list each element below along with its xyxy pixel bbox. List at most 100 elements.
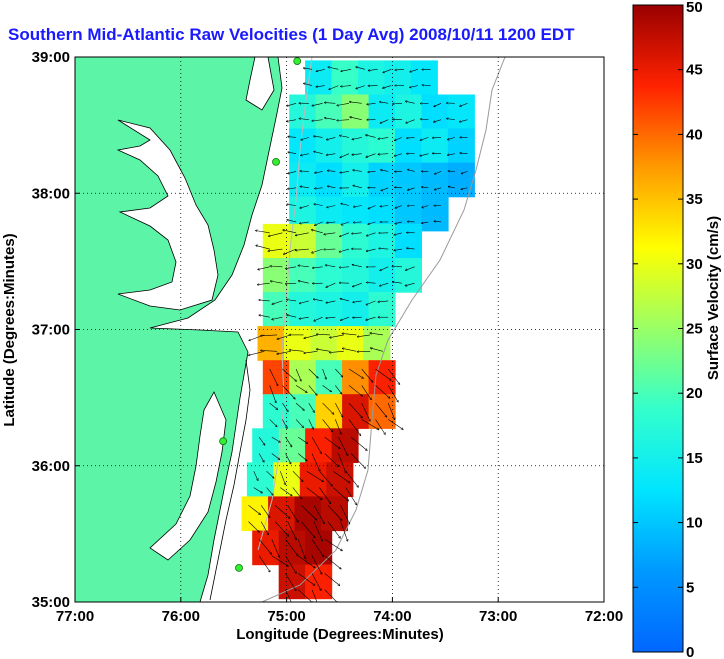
colorbar-tick-label: 20 — [686, 385, 703, 402]
velocity-vector — [335, 385, 342, 394]
radar-station-marker — [293, 57, 302, 65]
velocity-vector — [410, 69, 418, 72]
velocity-vector — [459, 119, 468, 122]
velocity-vector — [295, 232, 309, 236]
velocity-vector — [342, 333, 357, 336]
speed-cell — [421, 196, 449, 232]
velocity-vector — [324, 436, 341, 449]
velocity-vector — [324, 232, 336, 235]
velocity-vector — [272, 300, 283, 304]
chesapeake-bay — [116, 119, 219, 311]
velocity-vector — [253, 471, 258, 480]
speed-cell — [395, 223, 422, 259]
velocity-vector — [319, 471, 332, 486]
speed-cell — [368, 128, 396, 164]
velocity-vector — [301, 521, 315, 538]
x-tick-label: 77:00 — [56, 608, 94, 625]
speed-cell — [368, 360, 396, 395]
speed-cell — [331, 60, 359, 96]
speed-cell — [262, 360, 290, 395]
velocity-vector — [361, 368, 373, 382]
speed-cell — [326, 462, 354, 497]
velocity-vector — [271, 539, 280, 557]
plot-area — [74, 56, 605, 603]
velocity-vector — [297, 589, 313, 602]
velocity-vector — [421, 187, 429, 188]
velocity-vector — [287, 103, 297, 106]
velocity-vector — [253, 487, 263, 493]
speed-cell — [342, 258, 370, 293]
velocity-vector — [387, 368, 400, 385]
velocity-vector — [434, 103, 442, 106]
velocity-vector — [312, 103, 323, 106]
velocity-vector — [266, 487, 274, 496]
velocity-vector — [378, 154, 389, 155]
velocity-vector — [366, 248, 376, 251]
velocity-vector — [312, 248, 323, 253]
velocity-vector — [285, 555, 297, 574]
velocity-vector — [361, 402, 371, 421]
speed-cell — [315, 162, 343, 198]
velocity-vector — [259, 300, 270, 301]
speed-cell — [421, 94, 449, 130]
velocity-vector — [308, 402, 315, 412]
radar-station-marker — [235, 564, 243, 572]
speed-cell — [395, 258, 422, 293]
velocity-vector — [299, 221, 309, 224]
velocity-vector — [313, 299, 323, 302]
speed-cell — [262, 394, 290, 429]
velocity-vector — [285, 436, 292, 447]
x-axis-ticks: 77:00 76:00 75:00 74:00 73:00 72:00 — [56, 597, 623, 625]
x-tick-label: 74:00 — [373, 608, 411, 625]
colorbar-tick-label: 45 — [686, 62, 703, 79]
velocity-vector — [260, 505, 270, 517]
velocity-vector — [282, 368, 296, 381]
velocity-vector — [324, 573, 340, 585]
velocity-vector — [312, 266, 323, 268]
velocity-vector — [287, 505, 299, 522]
velocity-vector — [288, 137, 297, 138]
speed-cell — [410, 60, 438, 96]
velocity-vector — [295, 402, 304, 410]
velocity-vector — [266, 470, 275, 478]
velocity-vector — [301, 137, 309, 140]
y-tick-label: 36:00 — [32, 458, 70, 475]
speed-cell — [447, 94, 475, 130]
velocity-vector — [257, 282, 270, 285]
colorbar-tick-label: 50 — [686, 0, 703, 16]
velocity-vector — [353, 317, 362, 318]
speed-cell — [342, 394, 370, 429]
velocity-vector — [270, 266, 283, 267]
velocity-vector — [342, 348, 357, 352]
velocity-vector — [277, 334, 291, 339]
velocity-vector — [258, 555, 270, 572]
velocity-vector — [288, 152, 297, 154]
velocity-vector — [258, 266, 270, 270]
velocity-vector — [324, 555, 341, 569]
velocity-vector — [434, 221, 442, 222]
speed-cell — [278, 564, 306, 600]
speed-cell — [368, 162, 396, 198]
velocity-vector — [338, 436, 348, 456]
speed-cell — [363, 326, 391, 361]
velocity-vector — [314, 221, 323, 226]
velocity-vector — [303, 83, 313, 86]
velocity-vector — [306, 470, 324, 482]
velocity-vector — [330, 334, 344, 338]
chart-title: Southern Mid-Atlantic Raw Velocities (1 … — [8, 25, 575, 44]
velocity-vector — [304, 351, 318, 353]
y-tick-label: 38:00 — [32, 185, 70, 202]
velocity-vector — [340, 171, 350, 172]
velocity-vector — [268, 232, 283, 237]
velocity-vector — [379, 282, 389, 286]
radar-station-marker — [219, 437, 228, 446]
speed-cell — [299, 462, 327, 497]
velocity-vector — [352, 154, 362, 155]
velocity-vector — [258, 436, 265, 445]
velocity-vector — [380, 206, 389, 207]
velocity-vector — [348, 419, 361, 435]
velocity-vector — [370, 333, 383, 336]
velocity-vector — [283, 248, 297, 254]
velocity-vector — [353, 300, 362, 302]
